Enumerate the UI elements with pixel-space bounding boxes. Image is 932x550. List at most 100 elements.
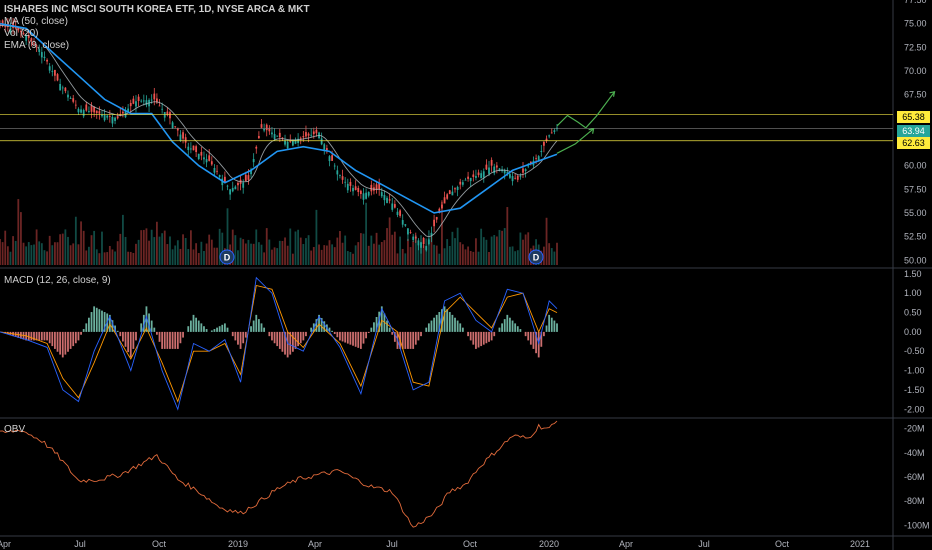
macd-histogram-bar [132,331,135,349]
volume-bar [69,245,72,265]
volume-bar [307,235,310,265]
candle-body [349,181,352,186]
candle-body [412,236,415,240]
macd-histogram-bar [328,327,331,332]
volume-bar [30,245,33,265]
volume-bar [367,245,370,265]
candle-body [393,204,396,208]
candle-body [503,170,506,174]
volume-bar [114,251,116,265]
price-axis-tick: 75.00 [904,19,927,29]
candle-body [310,134,313,136]
volume-bar [90,235,93,265]
macd-histogram-bar [441,309,443,332]
macd-histogram-bar [59,331,62,355]
volume-bar [404,253,407,265]
macd-histogram-bar [412,331,415,349]
macd-histogram-bar [95,307,98,332]
volume-bar [391,234,394,265]
dividend-marker-label: D [533,253,540,263]
macd-histogram-bar [388,327,391,332]
volume-bar [352,253,354,265]
macd-histogram-bar [349,331,352,345]
candle-body [519,176,522,178]
ema-line [0,25,558,238]
volume-bar [299,237,302,265]
macd-histogram-bar [451,314,454,332]
candle-body [9,27,12,33]
volume-bar [153,237,156,265]
candle-body [391,203,394,210]
dividend-marker [528,249,544,265]
volume-bar [43,250,46,265]
candle-body [179,134,182,141]
volume-bar [359,233,362,265]
volume-bar [422,245,425,265]
candle-body [95,110,98,113]
macd-histogram-bar [127,331,130,353]
volume-bar [514,251,517,265]
volume-bar [459,242,462,265]
candle-body [4,26,7,28]
candle-body [284,140,286,145]
candle-body [12,22,14,28]
volume-bar [383,240,386,265]
volume-bar [312,247,315,265]
macd-histogram-bar [116,330,119,332]
volume-bar [331,244,334,265]
candle-body [271,132,273,135]
volume-bar [427,230,430,265]
dividend-marker [219,249,235,265]
volume-bar [380,242,383,265]
candle-body [482,171,485,178]
volume-bar [490,236,493,265]
macd-histogram-bar [273,331,276,344]
volume-bar [446,239,449,265]
candle-body [305,132,307,137]
macd-histogram-bar [461,327,464,332]
candle-body [289,140,292,142]
volume-bar [161,233,164,265]
volume-bar [545,217,548,265]
macd-histogram-bar [278,331,281,349]
candle-body [524,169,527,171]
volume-bar [477,251,480,265]
candle-body [535,158,537,160]
candle-body [399,210,401,216]
macd-histogram-bar [433,317,435,332]
macd-histogram-bar [268,331,271,337]
volume-bar [438,253,441,265]
macd-histogram-bar [169,331,171,349]
candle-body [30,38,33,41]
candle-body [142,100,145,102]
macd-histogram-bar [56,331,59,352]
volume-bar [396,253,399,265]
candle-body [137,96,140,101]
candle-body [182,132,184,139]
price-axis-tick: 67.50 [904,90,927,100]
candle-body [331,155,334,161]
volume-bar [524,234,527,265]
volume-bar [176,240,179,265]
volume-bar [210,239,213,265]
price-tag-63-94: 63.94 [897,125,930,137]
candle-body [480,173,483,179]
volume-bar [325,245,328,265]
candle-body [231,187,234,192]
candle-body [20,31,22,33]
macd-histogram-bar [114,325,116,332]
candle-body [74,104,77,106]
macd-histogram-bar [242,331,245,344]
volume-bar [553,251,556,265]
macd-histogram-bar [456,320,459,332]
candle-body [339,175,341,176]
candle-body [454,188,456,190]
candle-body [409,232,412,234]
macd-histogram-bar [216,327,218,332]
candle-body [122,111,124,114]
volume-bar [80,221,82,265]
macd-histogram-bar [179,331,182,344]
volume-bar [98,253,101,265]
macd-histogram-bar [226,327,229,332]
